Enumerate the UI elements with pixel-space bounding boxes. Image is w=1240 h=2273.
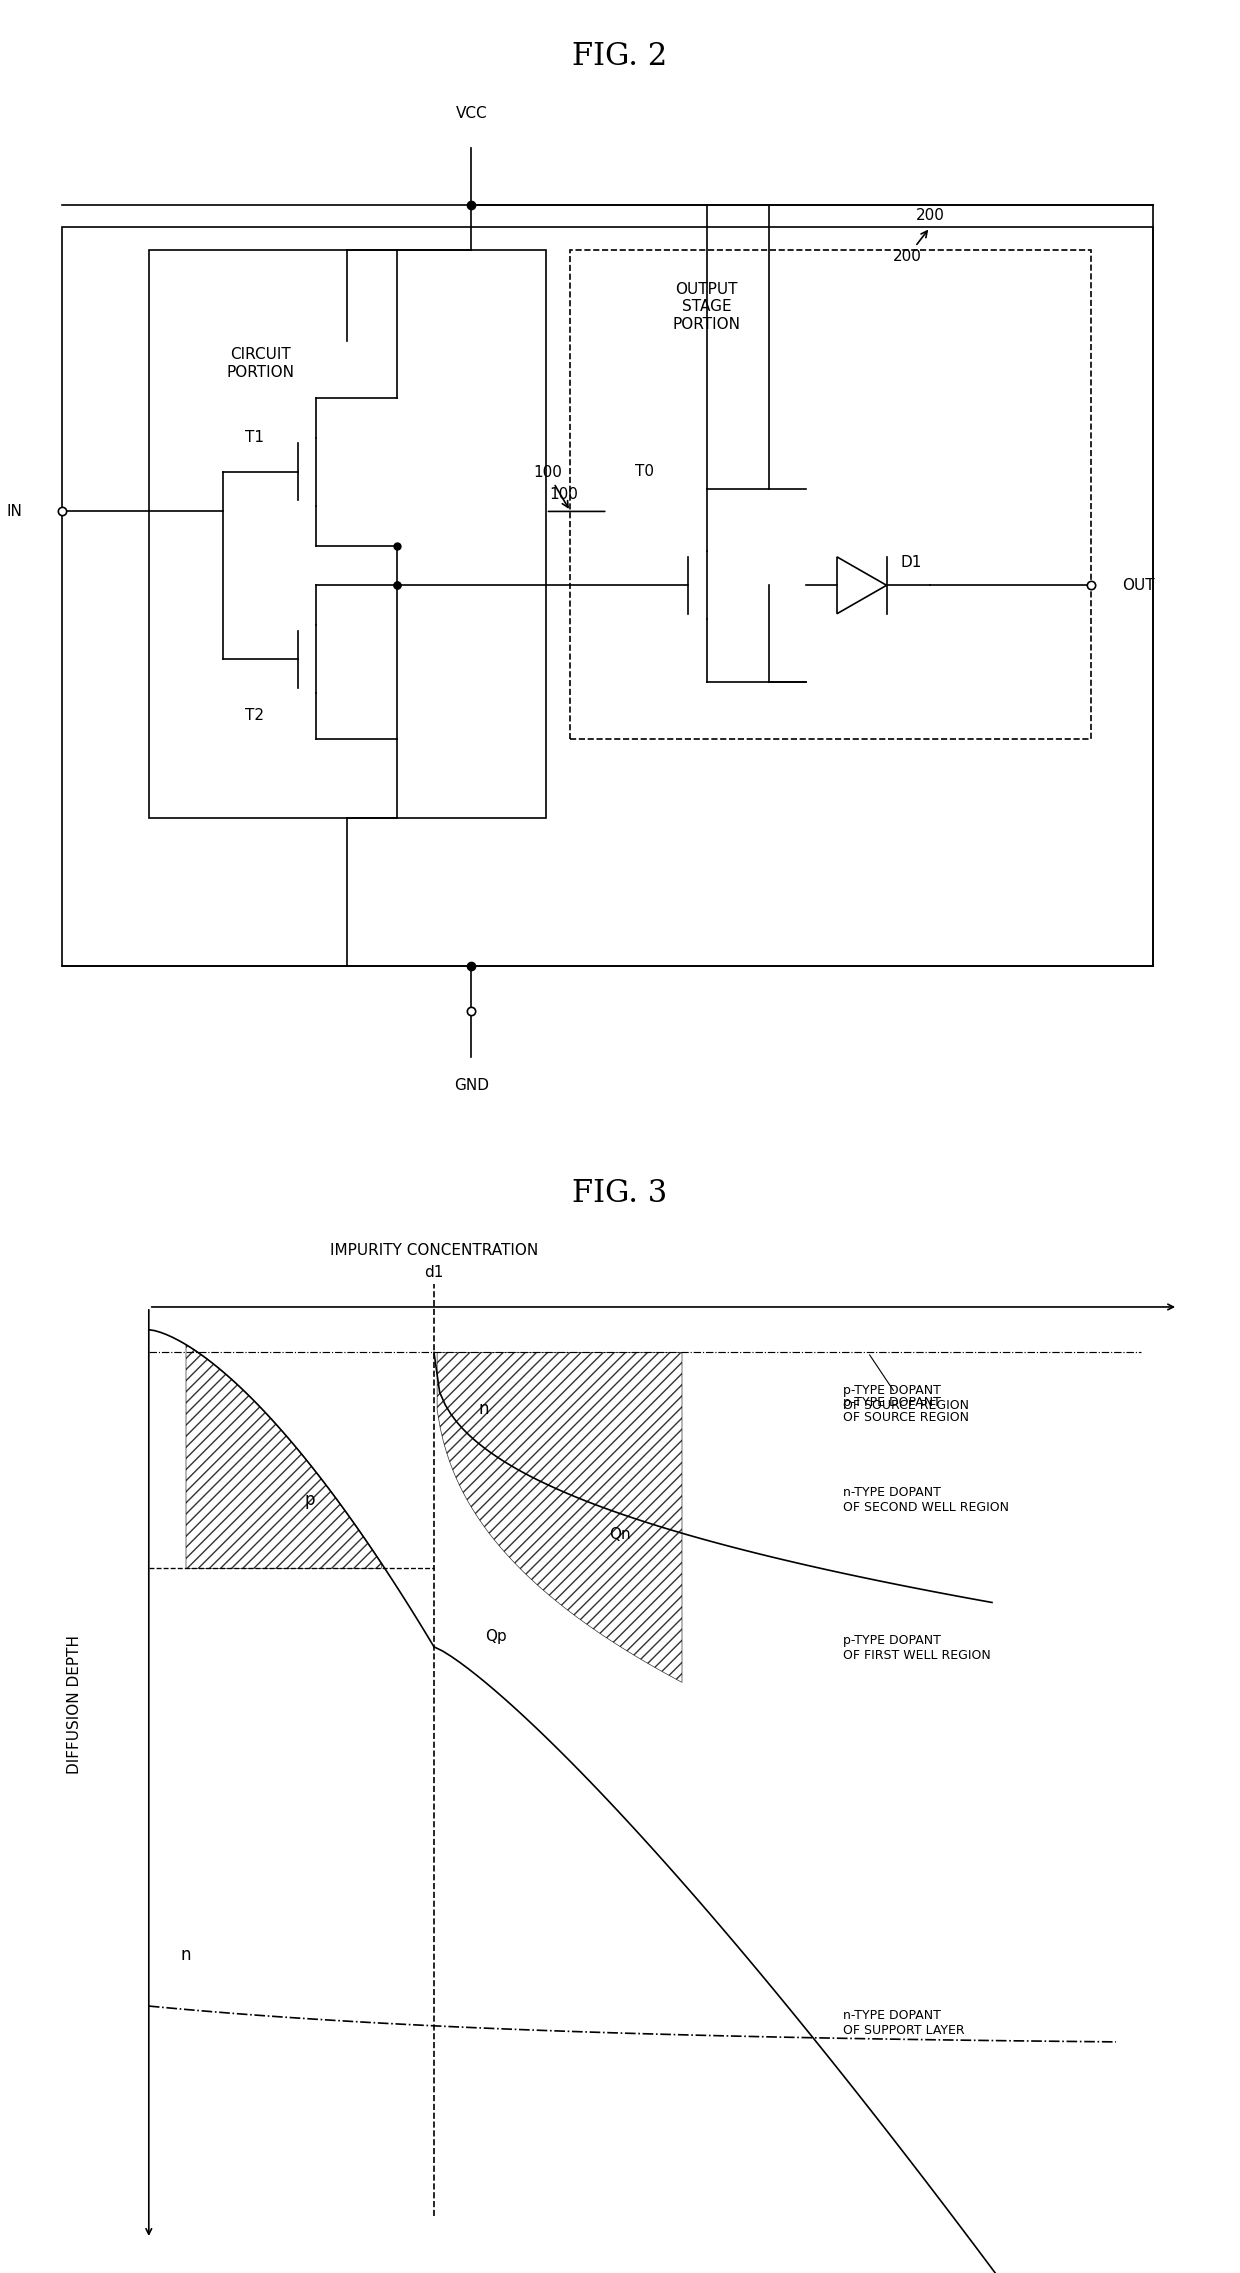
Text: n-TYPE DOPANT
OF SECOND WELL REGION: n-TYPE DOPANT OF SECOND WELL REGION	[843, 1487, 1009, 1514]
Text: d1: d1	[424, 1266, 444, 1280]
Text: DIFFUSION DEPTH: DIFFUSION DEPTH	[67, 1634, 82, 1775]
Text: T0: T0	[635, 464, 655, 480]
Text: OUT: OUT	[1122, 577, 1154, 593]
Text: CIRCUIT
PORTION: CIRCUIT PORTION	[227, 348, 294, 380]
Text: T1: T1	[244, 430, 264, 446]
Text: p-TYPE DOPANT
OF SOURCE REGION: p-TYPE DOPANT OF SOURCE REGION	[843, 1384, 970, 1412]
Text: n-TYPE DOPANT
OF SUPPORT LAYER: n-TYPE DOPANT OF SUPPORT LAYER	[843, 2009, 965, 2037]
Text: p: p	[305, 1491, 315, 1509]
Text: 100: 100	[549, 486, 579, 502]
Text: 200: 200	[893, 232, 928, 264]
Text: n: n	[479, 1400, 489, 1418]
Text: FIG. 3: FIG. 3	[573, 1177, 667, 1209]
Text: IN: IN	[6, 505, 22, 518]
Text: 100: 100	[533, 466, 568, 507]
Text: VCC: VCC	[455, 107, 487, 120]
Text: FIG. 2: FIG. 2	[573, 41, 667, 73]
Text: GND: GND	[454, 1077, 489, 1093]
Text: Qn: Qn	[609, 1527, 631, 1541]
Text: OUTPUT
STAGE
PORTION: OUTPUT STAGE PORTION	[673, 282, 740, 332]
Text: n: n	[181, 1946, 191, 1964]
Text: Qp: Qp	[485, 1630, 507, 1643]
Text: p-TYPE DOPANT
OF SOURCE REGION: p-TYPE DOPANT OF SOURCE REGION	[843, 1355, 970, 1423]
Text: p-TYPE DOPANT
OF FIRST WELL REGION: p-TYPE DOPANT OF FIRST WELL REGION	[843, 1634, 991, 1662]
Text: IMPURITY CONCENTRATION: IMPURITY CONCENTRATION	[330, 1243, 538, 1257]
Text: D1: D1	[900, 555, 923, 571]
Text: 200: 200	[915, 209, 945, 223]
Text: T2: T2	[244, 709, 264, 723]
